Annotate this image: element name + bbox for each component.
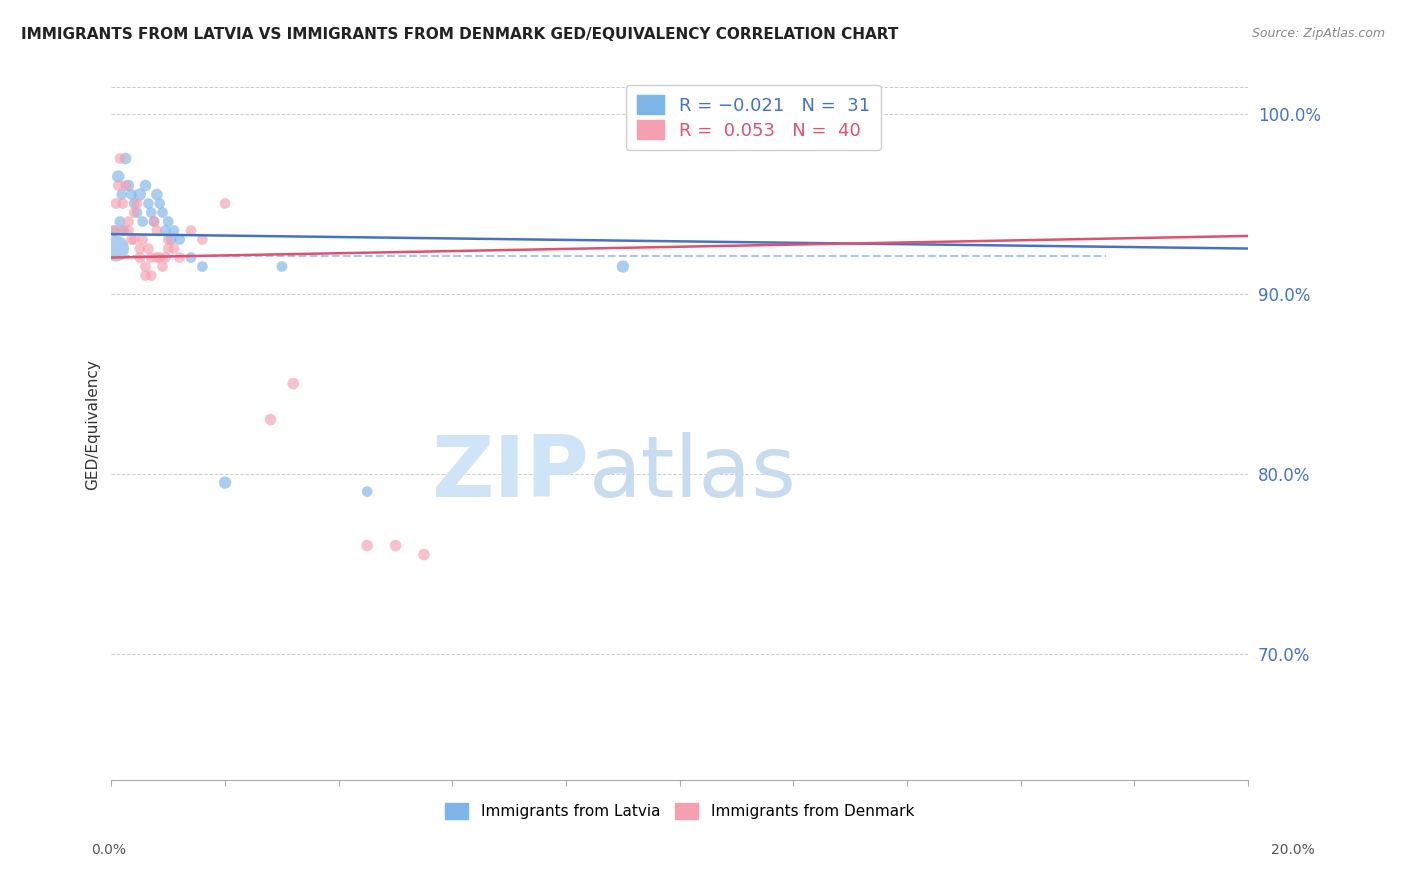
- Point: [108, 152, 131, 166]
- Point: [104, 242, 127, 256]
- Point: [612, 260, 634, 274]
- Text: atlas: atlas: [589, 433, 797, 516]
- Point: [152, 260, 174, 274]
- Text: ZIP: ZIP: [432, 433, 589, 516]
- Point: [356, 484, 378, 499]
- Text: 0.0%: 0.0%: [91, 843, 127, 857]
- Point: [157, 242, 180, 256]
- Point: [128, 242, 150, 256]
- Point: [125, 205, 148, 219]
- Point: [131, 233, 153, 247]
- Point: [138, 196, 160, 211]
- Point: [163, 242, 186, 256]
- Point: [120, 187, 142, 202]
- Point: [117, 223, 139, 237]
- Legend: Immigrants from Latvia, Immigrants from Denmark: Immigrants from Latvia, Immigrants from …: [439, 797, 920, 825]
- Point: [103, 223, 125, 237]
- Text: 20.0%: 20.0%: [1271, 843, 1315, 857]
- Text: IMMIGRANTS FROM LATVIA VS IMMIGRANTS FROM DENMARK GED/EQUIVALENCY CORRELATION CH: IMMIGRANTS FROM LATVIA VS IMMIGRANTS FRO…: [21, 27, 898, 42]
- Point: [134, 260, 156, 274]
- Point: [134, 268, 156, 283]
- Point: [107, 169, 129, 184]
- Point: [111, 196, 134, 211]
- Point: [122, 205, 145, 219]
- Point: [107, 178, 129, 193]
- Point: [128, 251, 150, 265]
- Point: [117, 214, 139, 228]
- Point: [103, 223, 125, 237]
- Point: [143, 214, 166, 228]
- Point: [131, 214, 153, 228]
- Point: [122, 196, 145, 211]
- Point: [356, 539, 378, 553]
- Point: [180, 223, 202, 237]
- Point: [152, 205, 174, 219]
- Point: [810, 97, 832, 112]
- Point: [163, 223, 186, 237]
- Point: [146, 187, 169, 202]
- Point: [141, 251, 163, 265]
- Point: [128, 187, 150, 202]
- Point: [157, 214, 180, 228]
- Point: [157, 233, 180, 247]
- Point: [155, 223, 177, 237]
- Point: [180, 251, 202, 265]
- Point: [214, 475, 236, 490]
- Point: [283, 376, 305, 391]
- Point: [143, 214, 166, 228]
- Point: [125, 196, 148, 211]
- Point: [155, 251, 177, 265]
- Point: [138, 242, 160, 256]
- Point: [384, 539, 406, 553]
- Point: [114, 178, 136, 193]
- Point: [120, 233, 142, 247]
- Point: [114, 152, 136, 166]
- Point: [270, 260, 292, 274]
- Point: [160, 233, 183, 247]
- Point: [169, 251, 191, 265]
- Point: [259, 412, 281, 426]
- Point: [141, 268, 163, 283]
- Point: [191, 260, 214, 274]
- Point: [146, 251, 169, 265]
- Point: [191, 233, 214, 247]
- Point: [111, 223, 134, 237]
- Y-axis label: GED/Equivalency: GED/Equivalency: [86, 359, 100, 490]
- Point: [413, 548, 436, 562]
- Point: [104, 196, 127, 211]
- Point: [141, 205, 163, 219]
- Point: [149, 196, 172, 211]
- Point: [149, 251, 172, 265]
- Point: [117, 178, 139, 193]
- Point: [214, 196, 236, 211]
- Point: [111, 187, 134, 202]
- Text: Source: ZipAtlas.com: Source: ZipAtlas.com: [1251, 27, 1385, 40]
- Point: [146, 223, 169, 237]
- Point: [108, 214, 131, 228]
- Point: [112, 223, 135, 237]
- Point: [122, 233, 145, 247]
- Point: [134, 178, 156, 193]
- Point: [169, 233, 191, 247]
